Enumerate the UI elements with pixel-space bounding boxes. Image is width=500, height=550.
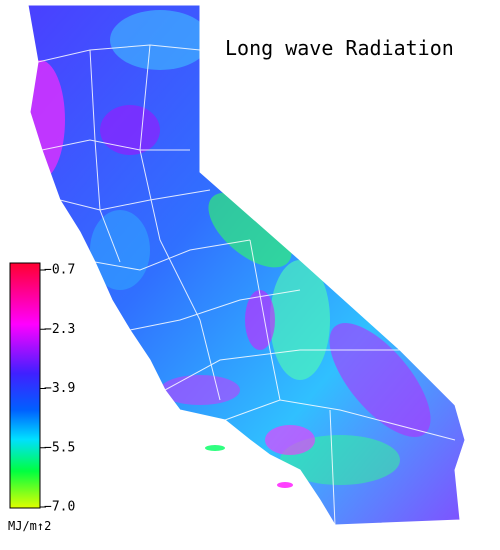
color-legend: −0.7 −2.3 −3.9 −5.5 −7.0 MJ/m↑2: [8, 262, 75, 533]
legend-tick-label: −7.0: [44, 500, 75, 515]
county-lines: [37, 44, 456, 526]
map-title: Long wave Radiation: [225, 36, 454, 60]
legend-tick-label: −3.9: [44, 381, 75, 396]
island: [205, 445, 225, 451]
legend-unit: MJ/m↑2: [8, 519, 51, 533]
california-map: [27, 4, 466, 526]
legend-tick-label: −2.3: [44, 322, 75, 337]
legend-tick-label: −0.7: [44, 263, 75, 278]
color-bar: [9, 262, 41, 509]
island: [277, 482, 293, 488]
legend-tick-label: −5.5: [44, 440, 75, 455]
